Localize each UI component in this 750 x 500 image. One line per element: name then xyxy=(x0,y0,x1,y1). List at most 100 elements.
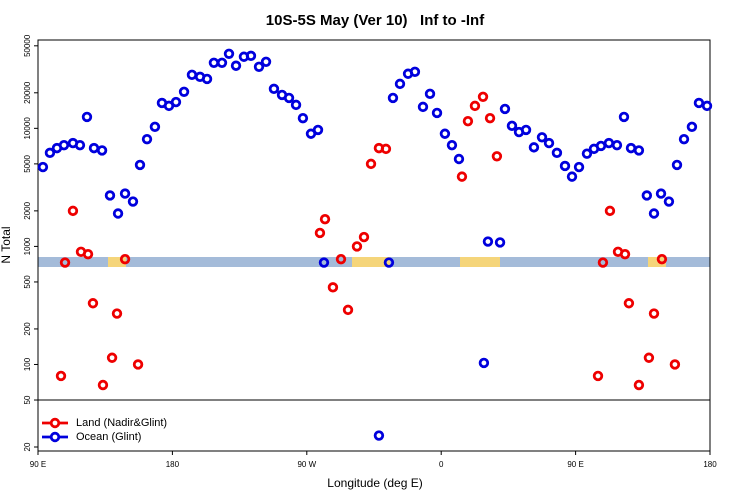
point xyxy=(387,92,399,104)
point xyxy=(380,143,392,155)
series xyxy=(37,48,713,441)
point xyxy=(67,205,79,217)
point xyxy=(127,196,139,207)
point xyxy=(44,147,56,159)
point xyxy=(111,308,123,319)
point xyxy=(409,66,421,78)
legend-marker xyxy=(49,417,61,429)
point xyxy=(178,86,190,97)
point xyxy=(268,83,280,95)
point xyxy=(648,308,660,319)
legend-label: Ocean (Glint) xyxy=(76,431,141,443)
point xyxy=(439,128,451,139)
x-tick-label: 180 xyxy=(166,460,180,469)
point xyxy=(648,208,660,219)
point xyxy=(431,107,443,119)
point xyxy=(462,115,474,127)
point xyxy=(104,190,116,201)
point xyxy=(597,257,609,268)
point xyxy=(112,208,124,219)
x-tick-label: 180 xyxy=(703,460,717,469)
band-patch xyxy=(648,257,666,267)
point xyxy=(170,96,182,108)
y-tick-label: 100 xyxy=(23,357,32,371)
point xyxy=(149,121,161,133)
y-axis-label: N Total xyxy=(0,226,13,263)
point xyxy=(58,139,70,151)
point xyxy=(499,103,511,115)
point xyxy=(656,253,668,265)
y-tick-label: 10000 xyxy=(23,117,32,140)
point xyxy=(566,171,578,182)
point xyxy=(97,379,109,391)
point xyxy=(655,188,667,199)
legend-label: Land (Nadir&Glint) xyxy=(76,417,167,429)
point xyxy=(327,282,339,293)
point xyxy=(318,257,330,268)
point xyxy=(283,92,295,104)
point xyxy=(619,248,631,260)
y-tick-label: 5000 xyxy=(23,154,32,172)
x-axis-label: Longitude (deg E) xyxy=(327,476,422,490)
point xyxy=(611,139,623,151)
y-tick-label: 50 xyxy=(23,395,32,404)
point xyxy=(96,145,108,156)
band-patch xyxy=(108,257,126,267)
point xyxy=(469,100,481,112)
x-tick-label: 90 E xyxy=(30,460,46,469)
point xyxy=(484,112,496,124)
point xyxy=(373,430,385,441)
point xyxy=(559,160,571,172)
band-patch xyxy=(460,257,500,267)
y-tick-label: 20000 xyxy=(23,81,32,104)
point xyxy=(701,100,713,112)
point xyxy=(74,139,86,151)
point xyxy=(536,132,548,143)
point xyxy=(491,151,503,162)
x-tick-label: 90 W xyxy=(297,460,316,469)
point xyxy=(456,171,468,182)
point xyxy=(633,145,645,156)
point xyxy=(223,48,235,59)
point xyxy=(669,359,681,370)
point xyxy=(230,60,242,71)
chart-title: 10S-5S May (Ver 10) Inf to -Inf xyxy=(266,12,485,29)
x-tick-label: 90 E xyxy=(567,460,583,469)
y-tick-label: 2000 xyxy=(23,201,32,219)
point xyxy=(365,158,377,170)
point xyxy=(592,370,604,382)
point xyxy=(132,359,144,370)
point xyxy=(87,298,99,309)
point xyxy=(37,161,49,173)
point xyxy=(141,133,153,145)
point xyxy=(520,124,532,136)
point xyxy=(671,159,683,171)
point xyxy=(686,121,698,133)
point xyxy=(312,124,324,136)
surface-band xyxy=(38,257,710,267)
point xyxy=(604,205,616,217)
point xyxy=(446,139,458,151)
point xyxy=(494,237,506,248)
point xyxy=(643,352,655,363)
point xyxy=(216,57,228,68)
point xyxy=(528,142,540,153)
y-tick-label: 20 xyxy=(23,442,32,451)
y-tick-label: 50000 xyxy=(23,34,32,57)
point xyxy=(335,253,347,265)
plot-frame xyxy=(37,39,711,452)
point xyxy=(477,91,489,102)
point xyxy=(253,61,265,73)
legend-marker xyxy=(49,431,61,443)
point xyxy=(106,352,118,363)
point xyxy=(633,379,645,391)
point xyxy=(81,111,93,123)
point xyxy=(358,231,370,243)
point xyxy=(82,248,94,260)
series xyxy=(55,91,681,391)
point xyxy=(319,213,331,225)
point xyxy=(506,120,518,132)
point xyxy=(260,56,272,68)
point xyxy=(55,370,67,382)
